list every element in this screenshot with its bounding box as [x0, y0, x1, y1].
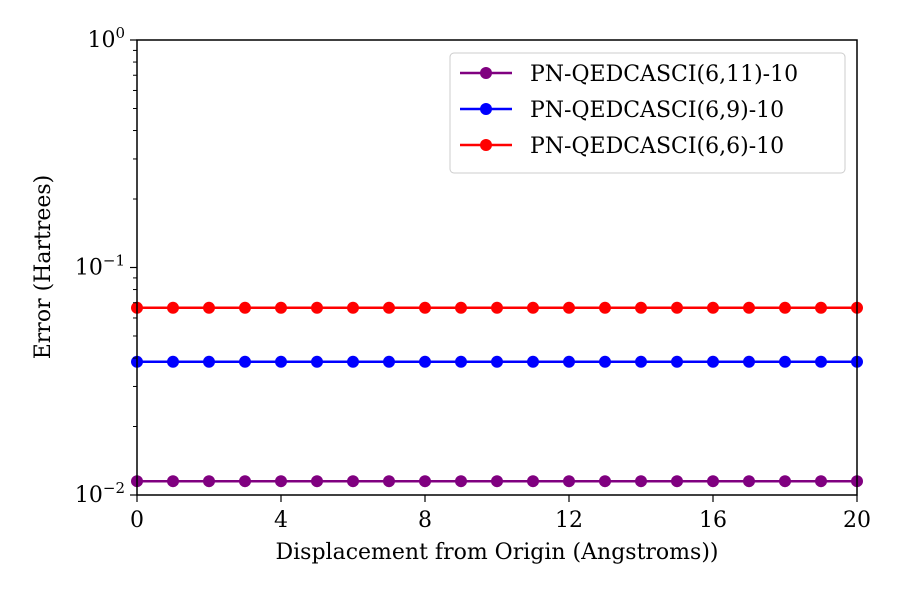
data-point: [599, 475, 611, 488]
x-tick-label: 0: [130, 508, 144, 533]
data-point: [311, 355, 323, 368]
data-point: [743, 475, 755, 488]
data-point: [635, 301, 647, 314]
data-point: [599, 355, 611, 368]
data-point: [527, 475, 539, 488]
data-point: [779, 355, 791, 368]
x-tick-label: 4: [274, 508, 288, 533]
y-tick-label: 10−2: [75, 479, 125, 508]
series-layer: [131, 301, 863, 488]
series-3: [131, 301, 863, 314]
data-point: [347, 301, 359, 314]
legend-box: [449, 52, 846, 174]
data-point: [203, 301, 215, 314]
data-point: [815, 355, 827, 368]
data-point: [383, 355, 395, 368]
data-point: [635, 475, 647, 488]
data-point: [563, 475, 575, 488]
data-point: [239, 475, 251, 488]
data-point: [455, 475, 467, 488]
data-point: [311, 301, 323, 314]
data-point: [419, 355, 431, 368]
data-point: [743, 355, 755, 368]
data-point: [275, 475, 287, 488]
data-point: [275, 355, 287, 368]
data-point: [167, 475, 179, 488]
y-axis-label: Error (Hartrees): [31, 175, 56, 360]
legend-marker: [480, 67, 492, 79]
data-point: [167, 301, 179, 314]
data-point: [527, 355, 539, 368]
data-point: [671, 301, 683, 314]
data-point: [563, 301, 575, 314]
x-tick-label: 12: [555, 508, 583, 533]
x-tick-label: 8: [418, 508, 432, 533]
y-tick-label: 10−1: [75, 252, 125, 281]
data-point: [491, 355, 503, 368]
legend-label: PN-QEDCASCI(6,9)-10: [530, 98, 784, 123]
data-point: [815, 475, 827, 488]
legend-label: PN-QEDCASCI(6,11)-10: [530, 62, 798, 87]
series-2: [131, 355, 863, 368]
data-point: [779, 301, 791, 314]
data-point: [419, 475, 431, 488]
y-tick-label: 100: [87, 24, 125, 53]
legend: PN-QEDCASCI(6,11)-10 PN-QEDCASCI(6,9)-10 P…: [449, 52, 846, 174]
data-point: [599, 301, 611, 314]
ticks-layer: 0 4 8 12 16 20 100 10−1 10−2: [75, 24, 871, 533]
data-point: [311, 475, 323, 488]
data-point: [707, 475, 719, 488]
legend-marker: [480, 139, 492, 151]
data-point: [347, 355, 359, 368]
data-point: [707, 301, 719, 314]
data-point: [527, 301, 539, 314]
data-point: [455, 301, 467, 314]
data-point: [491, 301, 503, 314]
data-point: [347, 475, 359, 488]
series-1: [131, 475, 863, 488]
data-point: [635, 355, 647, 368]
data-point: [779, 475, 791, 488]
data-point: [707, 355, 719, 368]
legend-label: PN-QEDCASCI(6,6)-10: [530, 134, 784, 159]
x-tick-label: 20: [843, 508, 871, 533]
x-axis-label: Displacement from Origin (Angstroms)): [276, 540, 719, 565]
data-point: [203, 475, 215, 488]
data-point: [239, 301, 251, 314]
data-point: [167, 355, 179, 368]
data-point: [671, 475, 683, 488]
data-point: [275, 301, 287, 314]
data-point: [491, 475, 503, 488]
x-tick-label: 16: [699, 508, 727, 533]
data-point: [203, 355, 215, 368]
data-point: [455, 355, 467, 368]
data-point: [743, 301, 755, 314]
data-point: [239, 355, 251, 368]
data-point: [383, 475, 395, 488]
data-point: [419, 301, 431, 314]
data-point: [671, 355, 683, 368]
data-point: [383, 301, 395, 314]
legend-marker: [480, 103, 492, 115]
data-point: [815, 301, 827, 314]
data-point: [563, 355, 575, 368]
